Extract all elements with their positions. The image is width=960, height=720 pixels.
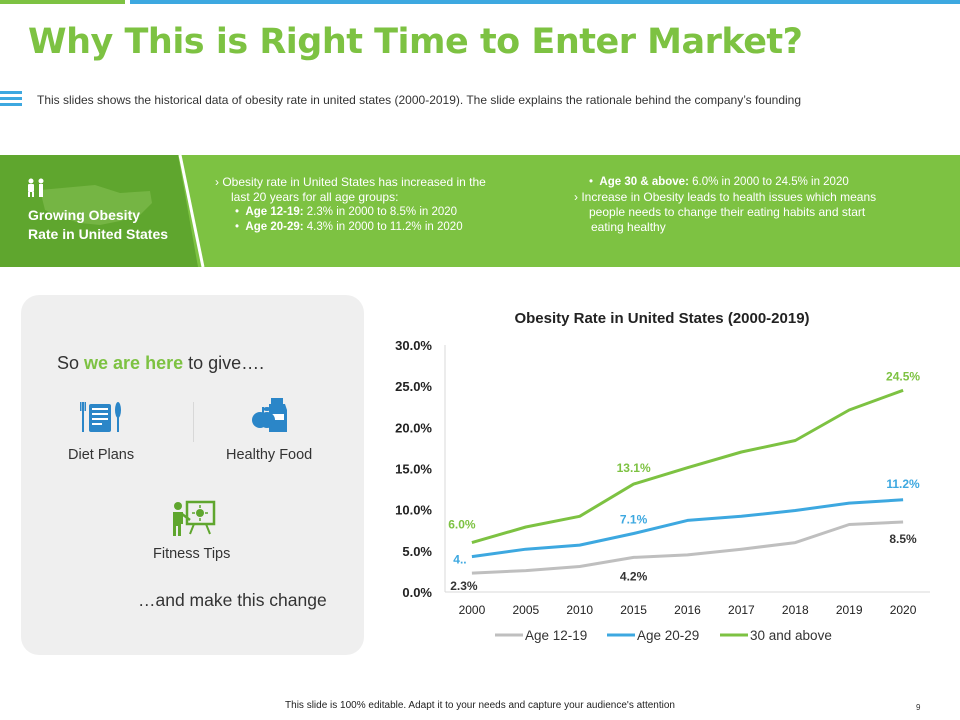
bullet-text: 4.3% in 2000 to 11.2% in 2020 [303, 221, 463, 233]
bullet-glyph: • [235, 221, 240, 233]
page-title: Why This is Right Time to Enter Market? [28, 22, 803, 62]
fitness-tips-icon [173, 500, 216, 536]
series-line-age-12-19 [471, 520, 904, 575]
menu-lines-icon [0, 91, 22, 107]
offerings-divider [193, 402, 194, 442]
offerings-panel [21, 295, 364, 655]
series-line-30-and-above [471, 388, 904, 545]
data-label: 6.0% [448, 518, 476, 532]
band-label-line1: Growing Obesity [28, 207, 141, 223]
legend-label: Age 20-29 [637, 628, 699, 643]
band-label: Growing Obesity Rate in United States [28, 206, 168, 244]
band-column-1: › Obesity rate in United States has incr… [215, 175, 486, 235]
y-tick-label: 0.0% [402, 585, 432, 600]
y-tick-label: 10.0% [395, 503, 432, 518]
y-tick-label: 15.0% [395, 462, 432, 477]
bullet-label: Age 30 & above: [599, 176, 689, 188]
band-column-2: • Age 30 & above: 6.0% in 2000 to 24.5% … [574, 175, 876, 235]
closing-text: …and make this change [138, 590, 327, 610]
bullet-label: Age 20-29: [245, 221, 304, 233]
bullet-text: 2.3% in 2000 to 8.5% in 2020 [303, 206, 458, 218]
bullet-text: 6.0% in 2000 to 24.5% in 2020 [688, 176, 849, 188]
data-label: 2.3% [450, 579, 478, 593]
band-col2-line2: people needs to change their eating habi… [589, 205, 866, 219]
healthy-food-label: Healthy Food [226, 447, 313, 463]
bullet-label: Age 12-19: [245, 206, 304, 218]
x-tick-label: 2018 [782, 603, 809, 617]
info-band-label-block [0, 155, 205, 267]
band-col1-bullet-2: • Age 20-29: 4.3% in 2000 to 11.2% in 20… [215, 220, 486, 235]
data-label: 8.5% [889, 532, 917, 546]
y-tick-label: 30.0% [395, 338, 432, 353]
x-tick-label: 2016 [674, 603, 701, 617]
legend-label: 30 and above [750, 628, 832, 643]
heading-suffix: to give…. [183, 353, 265, 373]
y-tick-label: 25.0% [395, 379, 432, 394]
diet-plan-icon [80, 402, 121, 432]
obesity-scale-icon [28, 178, 44, 197]
top-accent-blue [130, 0, 960, 4]
x-tick-label: 2017 [728, 603, 755, 617]
slide-subtitle: This slides shows the historical data of… [37, 93, 802, 107]
x-tick-label: 2010 [566, 603, 593, 617]
diet-plans-label: Diet Plans [68, 447, 135, 463]
data-label: 11.2% [886, 477, 920, 491]
heading-prefix: So [57, 353, 85, 373]
offerings-heading: So we are here to give…. [57, 353, 264, 374]
heading-highlight: we are here [84, 353, 184, 373]
obesity-line-chart: Obesity Rate in United States (2000-2019… [395, 310, 930, 643]
band-col2-bullet-1: • Age 30 & above: 6.0% in 2000 to 24.5% … [574, 175, 876, 190]
band-col1-bullet-1: • Age 12-19: 2.3% in 2000 to 8.5% in 202… [215, 205, 486, 220]
y-tick-label: 5.0% [402, 544, 432, 559]
data-label: 24.5% [886, 369, 920, 383]
healthy-food-icon [252, 398, 287, 432]
data-label: 4.2% [620, 569, 648, 583]
data-label: 7.1% [620, 513, 648, 527]
x-tick-label: 2000 [459, 603, 486, 617]
bullet-glyph: • [589, 176, 594, 188]
band-label-line2: Rate in United States [28, 226, 169, 242]
data-label: 13.1% [617, 461, 651, 475]
footer-note: This slide is 100% editable. Adapt it to… [285, 700, 675, 711]
x-tick-label: 2020 [890, 603, 917, 617]
top-accent-green [0, 0, 125, 4]
band-col2-line1: › Increase in Obesity leads to health is… [574, 190, 877, 204]
legend-label: Age 12-19 [525, 628, 587, 643]
series-line-age-20-29 [471, 498, 904, 559]
top-accent-bar [0, 0, 960, 4]
x-tick-label: 2019 [836, 603, 863, 617]
band-col1-line1: › Obesity rate in United States has incr… [215, 175, 486, 189]
x-tick-label: 2015 [620, 603, 647, 617]
fitness-tips-label: Fitness Tips [153, 546, 231, 562]
y-tick-label: 20.0% [395, 420, 432, 435]
bullet-glyph: • [235, 206, 240, 218]
band-col1-line2: last 20 years for all age groups: [231, 190, 399, 204]
x-tick-label: 2005 [512, 603, 539, 617]
page-number: 9 [916, 703, 921, 712]
data-label: 4.. [453, 553, 466, 567]
band-col2-line3: eating healthy [591, 220, 666, 234]
chart-title: Obesity Rate in United States (2000-2019… [514, 310, 809, 327]
